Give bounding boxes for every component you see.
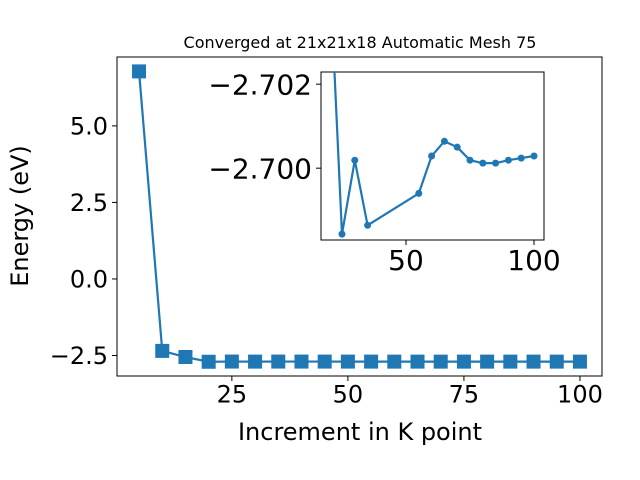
marker [294,354,309,369]
marker [415,189,423,197]
marker [248,354,263,369]
y-tick-label: −2.702 [208,68,312,101]
chart-title: Converged at 21x21x18 Automatic Mesh 75 [184,33,537,52]
plot-area [132,64,587,369]
x-tick-label: 25 [217,381,248,409]
marker [364,221,372,229]
x-tick-label: 100 [557,381,603,409]
y-tick-label: −2.5 [50,342,108,370]
marker [351,156,359,164]
marker [428,152,436,160]
y-axis-label: Energy (eV) [6,145,34,287]
marker [155,343,170,358]
marker [201,354,216,369]
x-tick-label: 50 [333,381,364,409]
y-tick-label: 2.5 [70,189,108,217]
marker [466,156,474,164]
marker [549,354,564,369]
y-tick-label: 5.0 [70,113,108,141]
marker [503,354,518,369]
marker [433,354,448,369]
marker [480,354,495,369]
marker [456,354,471,369]
x-tick-label: 100 [507,244,560,277]
marker [132,64,147,79]
marker [530,152,538,160]
marker [517,154,525,162]
marker [453,143,461,151]
marker [387,354,402,369]
marker [364,354,379,369]
y-tick-label: 0.0 [70,266,108,294]
x-tick-label: 50 [388,244,424,277]
marker [271,354,286,369]
x-tick-label: 75 [449,381,480,409]
marker [340,354,355,369]
marker [338,230,346,238]
marker [572,354,587,369]
marker [178,350,193,365]
marker [440,137,448,145]
marker [492,159,500,167]
y-tick-label: −2.700 [208,152,312,185]
marker [526,354,541,369]
marker [504,156,512,164]
marker [410,354,425,369]
plot-area [333,72,538,238]
marker [479,159,487,167]
x-axis-label: Increment in K point [238,418,482,446]
marker [317,354,332,369]
marker [224,354,239,369]
